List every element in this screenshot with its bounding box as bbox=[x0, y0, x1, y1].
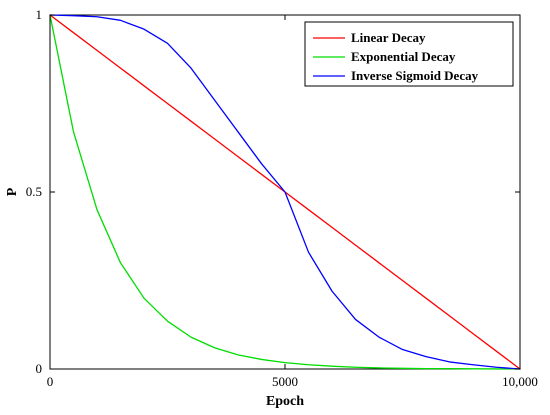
x-tick-label: 5000 bbox=[272, 374, 298, 389]
legend-label: Inverse Sigmoid Decay bbox=[351, 68, 479, 83]
y-axis-title: P bbox=[5, 187, 20, 196]
series-layer bbox=[49, 14, 521, 370]
ticks-layer: 0 5000 10,000 0 0.5 1 bbox=[26, 7, 538, 389]
y-tick-label: 1 bbox=[36, 7, 43, 22]
series-line-exponential-decay bbox=[49, 14, 521, 370]
legend-label: Linear Decay bbox=[351, 30, 426, 45]
legend-box bbox=[304, 21, 514, 87]
legend-label: Exponential Decay bbox=[351, 49, 456, 64]
series-line-inverse-sigmoid-decay bbox=[49, 14, 521, 370]
x-tick-label: 0 bbox=[47, 374, 54, 389]
y-tick-label: 0.5 bbox=[26, 184, 42, 199]
legend: Linear Decay Exponential Decay Inverse Sig… bbox=[304, 21, 514, 87]
x-tick-label: 10,000 bbox=[502, 374, 538, 389]
y-tick-label: 0 bbox=[36, 361, 43, 376]
x-axis-title: Epoch bbox=[266, 394, 304, 409]
